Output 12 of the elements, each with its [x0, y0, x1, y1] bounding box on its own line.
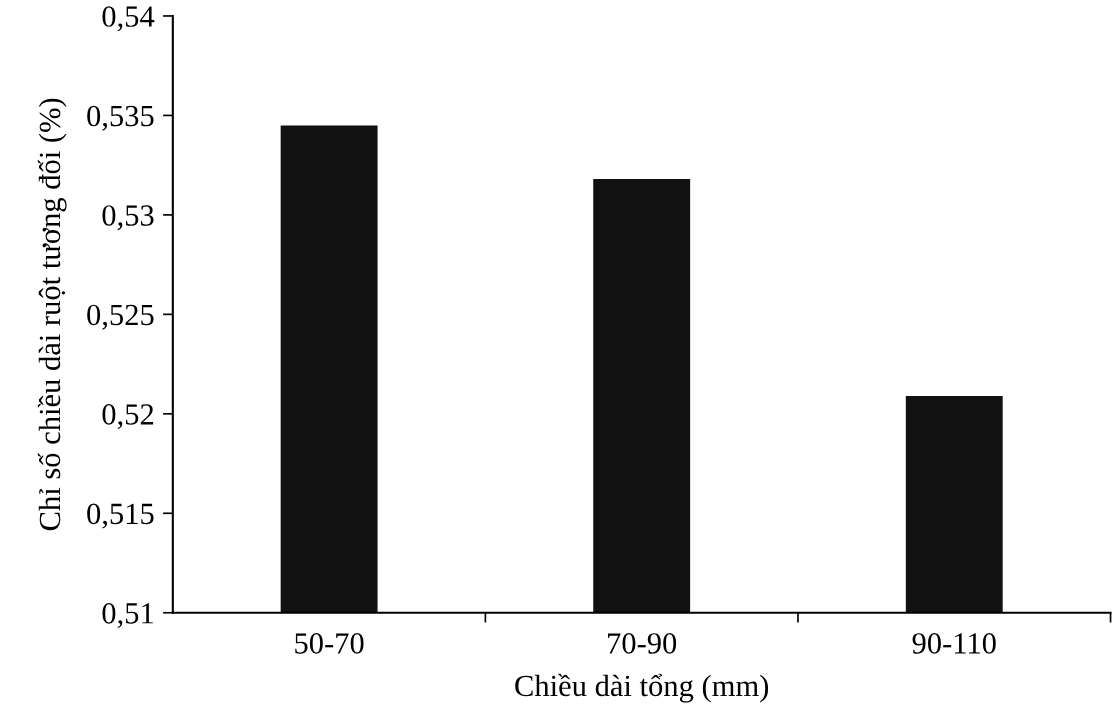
y-tick-label: 0,52 — [102, 404, 154, 430]
y-axis-title: Chỉ số chiều dài ruột tương đối (%) — [37, 98, 67, 531]
x-axis-title: Chiều dài tổng (mm) — [515, 673, 769, 703]
x-tick-label: 90-110 — [912, 633, 996, 654]
y-tick-label: 0,51 — [102, 603, 153, 629]
y-tick-label: 0,515 — [87, 503, 154, 529]
y-tick-label: 0,525 — [87, 304, 154, 330]
x-tick-label: 70-90 — [608, 633, 677, 654]
y-tick-label: 0,535 — [87, 105, 154, 131]
x-tick-label: 50-70 — [295, 633, 364, 654]
y-tick-label: 0,54 — [102, 6, 155, 32]
y-tick-label: 0,53 — [102, 205, 154, 231]
